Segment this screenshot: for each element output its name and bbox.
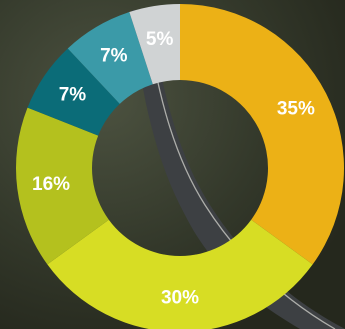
donut-slice-0 (180, 4, 344, 265)
donut-slice-4 (67, 12, 153, 104)
slice-label-2: 16% (32, 174, 70, 195)
slice-label-3: 7% (59, 84, 87, 105)
donut-slice-3 (27, 48, 120, 136)
slice-label-4: 7% (100, 46, 128, 67)
donut-slice-2 (15, 107, 109, 265)
donut-slice-1 (47, 219, 313, 329)
slice-label-1: 30% (161, 288, 199, 309)
slice-label-0: 35% (277, 98, 315, 119)
slice-label-5: 5% (146, 29, 174, 50)
donut-slice-5 (129, 4, 180, 85)
